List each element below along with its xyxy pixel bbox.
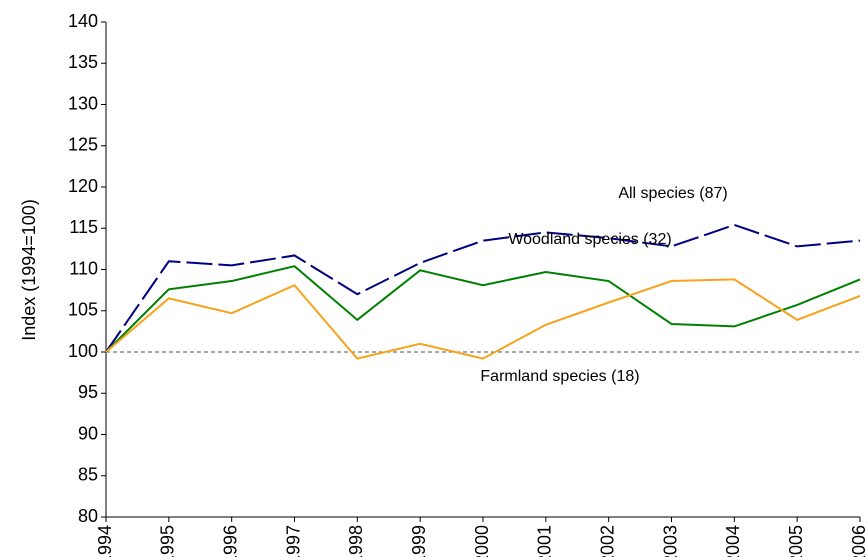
y-tick-label: 85 <box>78 465 98 485</box>
series-line <box>105 223 861 353</box>
y-tick-label: 130 <box>68 93 98 113</box>
x-tick-label: 2001 <box>535 525 555 557</box>
x-tick-label: 1996 <box>220 525 240 557</box>
series-label: Farmland species (18) <box>480 368 639 385</box>
y-tick-label: 95 <box>78 382 98 402</box>
x-tick-label: 1999 <box>409 525 429 557</box>
x-tick-label: 2004 <box>723 525 743 557</box>
y-tick-label: 100 <box>68 341 98 361</box>
x-tick-label: 1994 <box>95 525 115 557</box>
series-line <box>105 265 861 353</box>
y-tick-label: 105 <box>68 300 98 320</box>
x-tick-label: 1998 <box>346 525 366 557</box>
series-line <box>105 278 861 360</box>
y-tick-label: 80 <box>78 506 98 526</box>
x-tick-label: 1997 <box>283 525 303 557</box>
y-tick-label: 110 <box>69 258 98 278</box>
y-axis-label: Index (1994=100) <box>19 199 39 341</box>
y-tick-label: 140 <box>68 11 98 31</box>
x-tick-label: 2006 <box>849 525 867 557</box>
x-tick-label: 2002 <box>597 525 617 557</box>
y-tick-label: 120 <box>68 176 98 196</box>
y-tick-label: 115 <box>69 217 98 237</box>
x-tick-label: 2005 <box>786 525 806 557</box>
series-label: Woodland species (32) <box>508 231 671 248</box>
series-label: All species (87) <box>618 185 727 202</box>
x-tick-label: 1995 <box>158 525 178 557</box>
y-tick-label: 125 <box>68 135 98 155</box>
x-tick-label: 2003 <box>660 525 680 557</box>
y-tick-label: 135 <box>68 52 98 72</box>
x-tick-label: 2000 <box>472 525 492 557</box>
y-tick-label: 90 <box>78 423 98 443</box>
